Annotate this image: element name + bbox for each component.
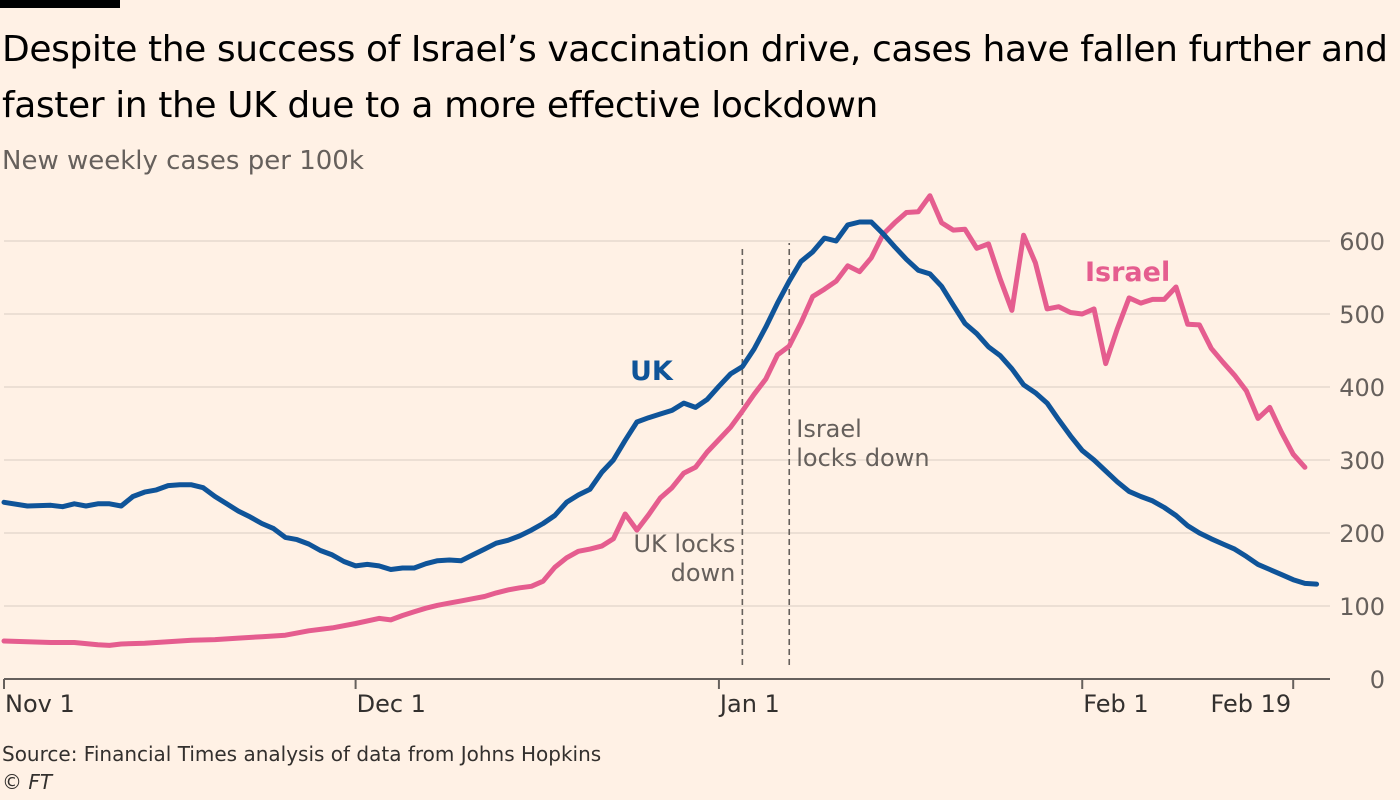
y-tick-label-600: 600	[1339, 228, 1385, 256]
source-note: Source: Financial Times analysis of data…	[2, 742, 602, 766]
series-labels: UK Israel	[630, 257, 1170, 387]
x-tick-label-feb-19: Feb 19	[1211, 690, 1292, 718]
chart-title: Despite the success of Israel’s vaccinat…	[2, 29, 1388, 126]
series-label-israel: Israel	[1085, 257, 1170, 288]
x-tick-label-dec-1: Dec 1	[357, 690, 426, 718]
brand-top-bar	[0, 0, 120, 8]
y-tick-label-400: 400	[1339, 374, 1385, 402]
series-lines	[1, 193, 1320, 648]
y-tick-label-200: 200	[1339, 520, 1385, 548]
y-tick-label-500: 500	[1339, 301, 1385, 329]
axes: 0 100 200 300 400 500 600 Nov 1 Dec 1 Jan 1 Feb 1 F…	[3, 228, 1385, 718]
annotations: UK locks down Israel locks down	[633, 243, 930, 665]
x-tick-label-jan-1: Jan 1	[718, 690, 780, 718]
x-tick-label-feb-1: Feb 1	[1083, 690, 1148, 718]
y-tick-label-100: 100	[1339, 593, 1385, 621]
copyright-credit: © FT	[2, 770, 53, 794]
y-tick-label-300: 300	[1339, 447, 1385, 475]
x-tick-label-nov-1: Nov 1	[5, 690, 75, 718]
chart-subtitle: New weekly cases per 100k	[2, 146, 364, 176]
series-line-israel	[1, 193, 1308, 648]
lockdown-label-israel: Israel locks down	[796, 415, 929, 472]
series-line-uk	[1, 219, 1320, 587]
lockdown-label-uk: UK locks down	[633, 530, 735, 587]
line-chart: 0 100 200 300 400 500 600 Nov 1 Dec 1 Jan 1 Feb 1 F…	[1, 193, 1385, 718]
y-tick-label-0: 0	[1370, 666, 1385, 694]
series-label-uk: UK	[630, 356, 674, 387]
gridlines	[4, 240, 1330, 607]
